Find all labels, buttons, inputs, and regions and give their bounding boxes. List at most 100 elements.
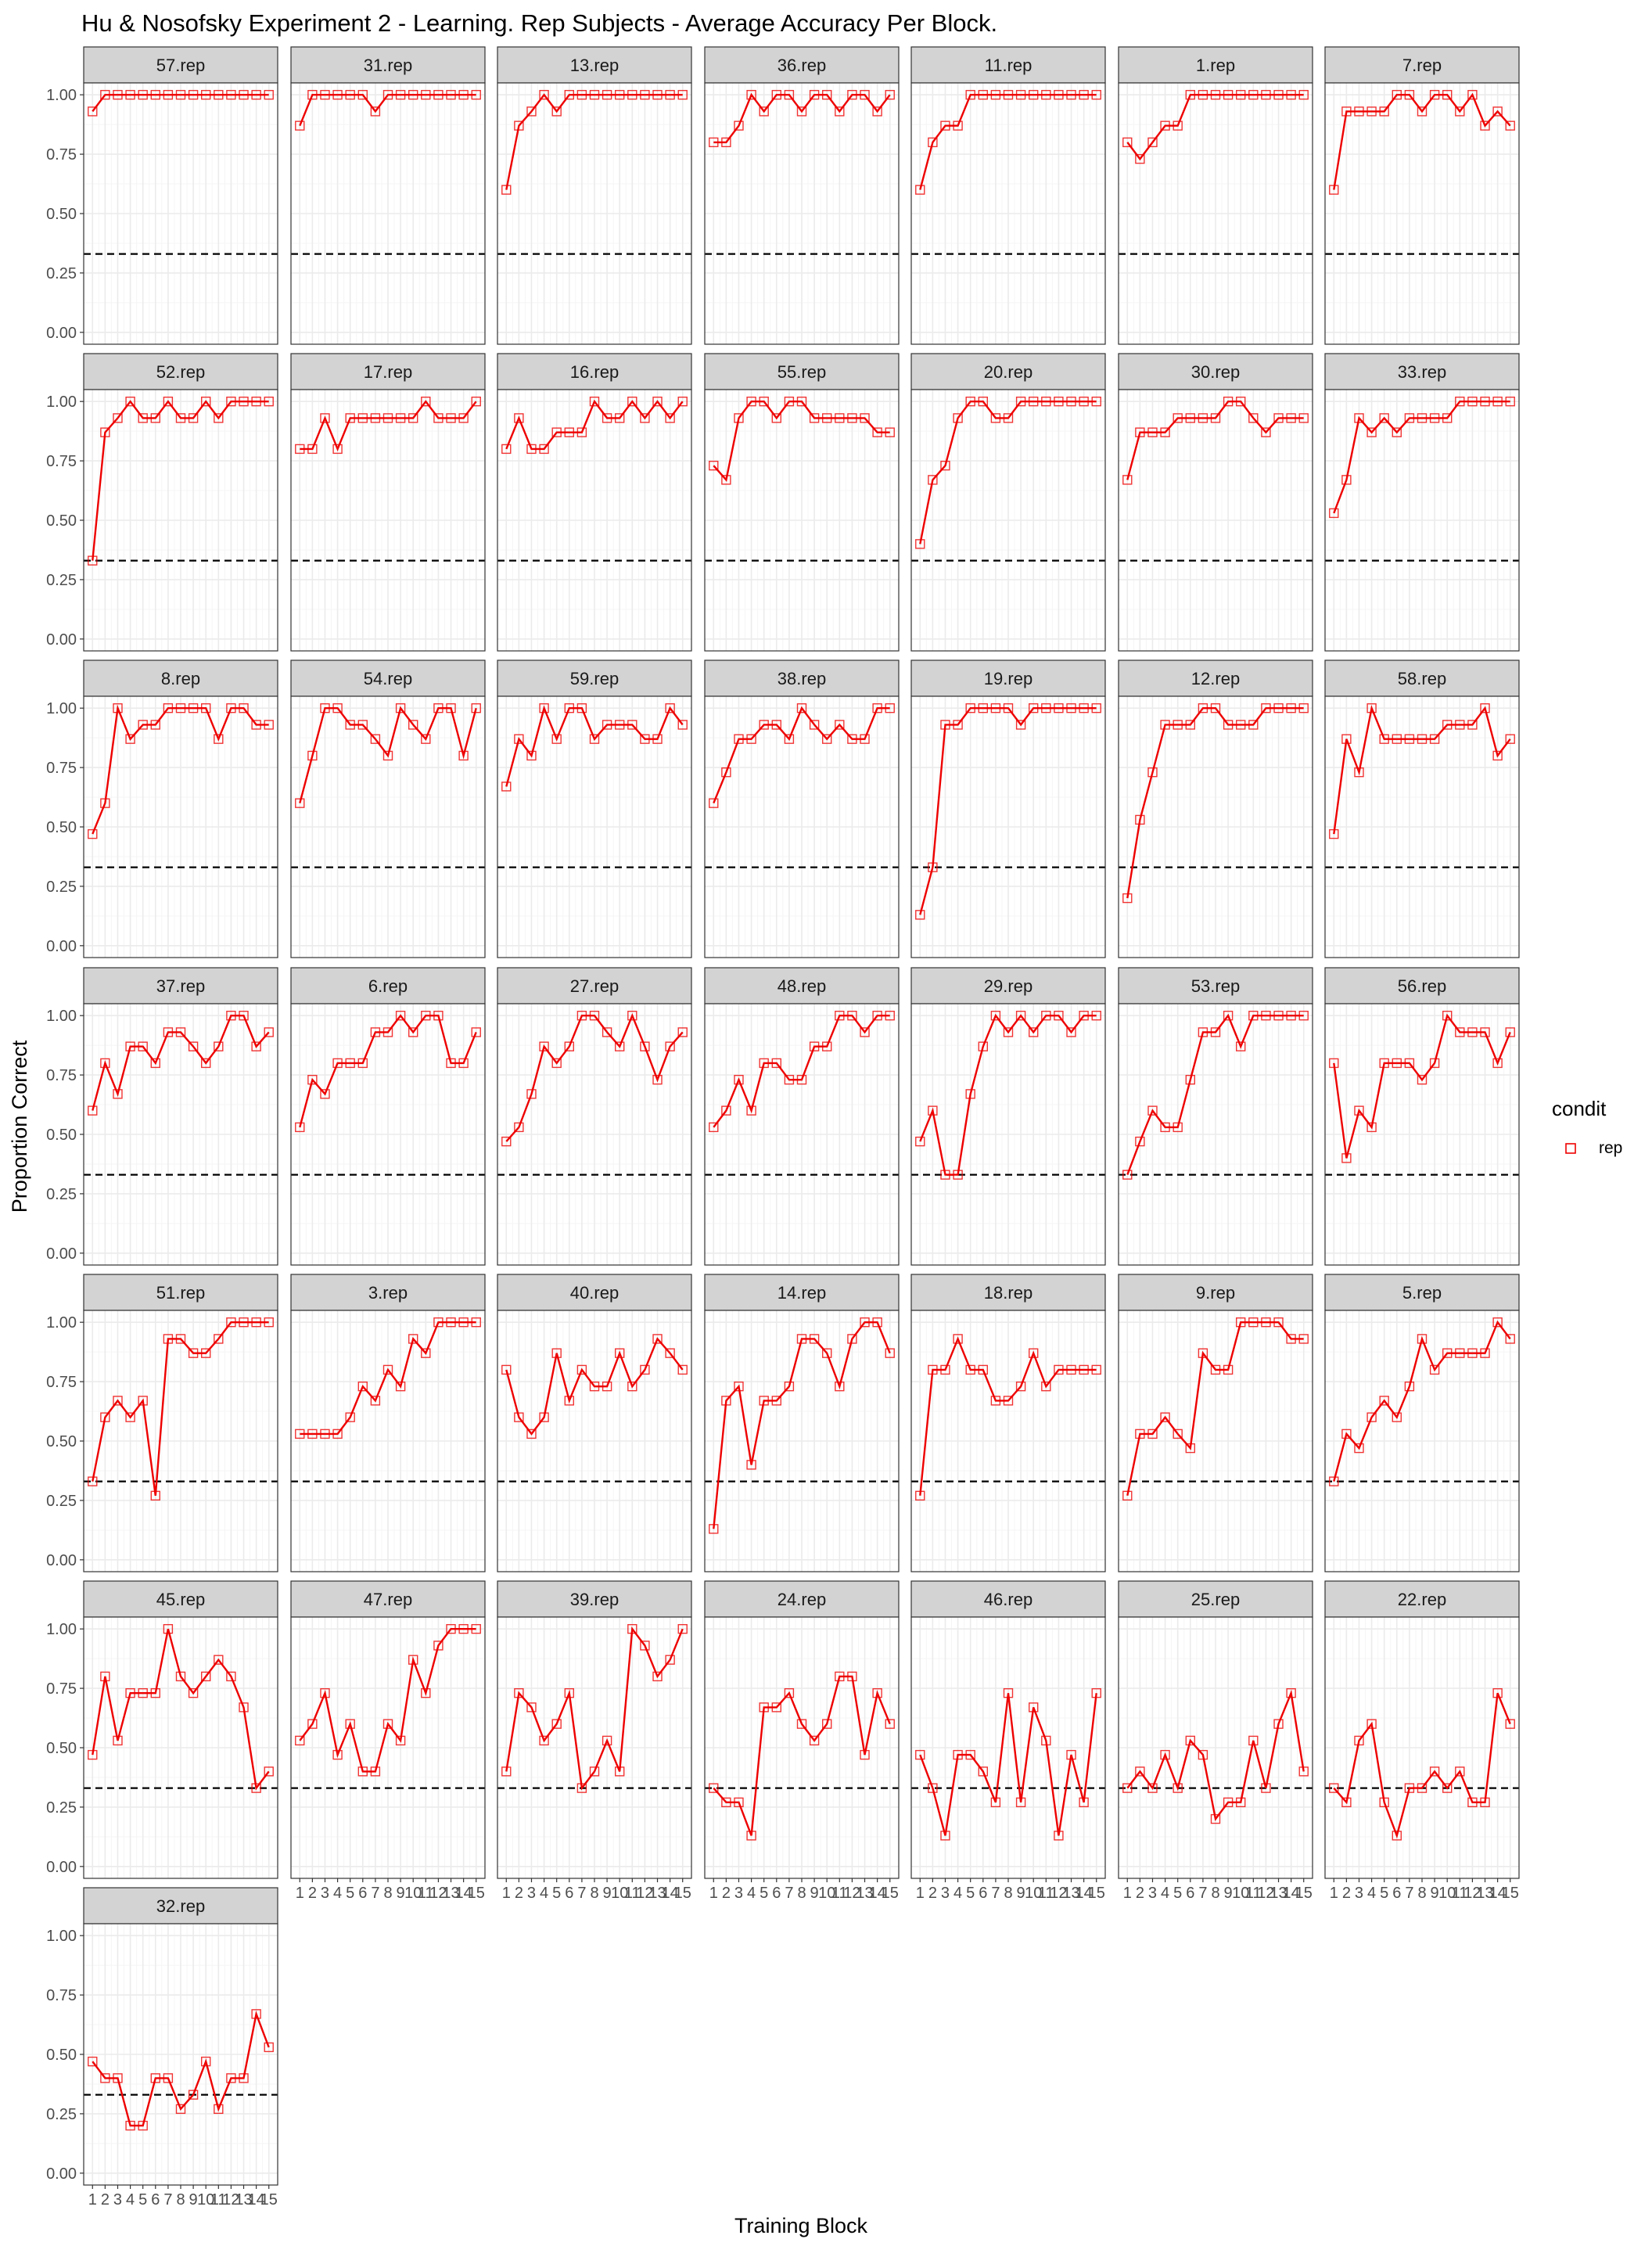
facet-strip-label: 9.rep [1196,1283,1235,1303]
data-point [564,89,574,100]
data-point [1354,106,1364,117]
data-point [421,1010,431,1021]
series-line-rep [92,1628,270,1791]
data-point [163,703,174,713]
y-tick-label: 0.50 [46,1127,77,1144]
data-point [1173,1429,1183,1439]
data-point [589,1010,600,1021]
data-point [1248,1735,1259,1746]
x-tick-label: 3 [1148,1885,1157,1902]
x-tick-label: 10 [611,1885,628,1902]
data-point [501,1136,512,1147]
data-point [113,89,123,100]
data-point [564,1041,574,1051]
data-point [1003,1396,1014,1406]
data-point [382,89,393,100]
data-point [501,1766,512,1777]
facet-strip-label: 47.rep [364,1590,412,1609]
data-point [214,1334,224,1344]
data-point [677,1027,688,1037]
data-point [458,89,469,100]
x-tick-label: 2 [928,1885,937,1902]
data-point [251,2009,261,2019]
data-point [615,720,625,730]
data-point [1173,1783,1183,1793]
data-point [332,89,343,100]
y-tick-label: 0.75 [46,760,77,777]
y-tick-label: 0.25 [46,2106,77,2123]
data-point [320,1429,330,1439]
data-point [1054,396,1064,407]
x-tick-label: 6 [565,1885,573,1902]
data-point [226,1010,236,1021]
data-point [1015,1381,1026,1392]
facet-strip [497,1580,692,1618]
facet-strip-label: 16.rep [570,362,619,382]
data-point [784,1687,795,1698]
data-point [589,734,600,744]
facet-strip-label: 24.rep [778,1590,826,1609]
data-point [1442,413,1453,423]
data-point [965,396,975,407]
data-point [860,1749,870,1760]
data-point [1354,1735,1364,1746]
data-point [295,798,305,808]
data-point [264,1027,274,1037]
data-point [1015,720,1026,730]
panel-border [910,1003,1106,1266]
data-point [721,1797,731,1808]
data-point [551,734,562,744]
data-point [784,1074,795,1085]
y-tick-label: 0.00 [46,1245,77,1263]
data-point [928,1783,938,1793]
data-point [1198,1348,1208,1358]
facet-panel: 36.rep [704,46,900,345]
data-point [175,413,186,423]
data-point [125,2120,135,2131]
data-point [345,89,355,100]
data-point [822,1719,832,1729]
data-point [677,1364,688,1375]
data-point [1041,1735,1051,1746]
data-point [1147,1105,1158,1116]
data-point [201,703,211,713]
data-point [113,1396,123,1406]
data-point [408,413,418,423]
data-point [295,1122,305,1133]
y-tick-label: 1.00 [46,1314,77,1332]
facet-panel: 51.rep 0.00 0.25 0.50 0.75 1.00 [46,1274,278,1572]
data-point [1160,1749,1170,1760]
data-point [1198,1749,1208,1760]
x-tick-label: 4 [126,2191,135,2208]
facet-panel: 17.rep [290,353,486,652]
data-point [652,89,663,100]
data-point [1091,89,1101,100]
facet-strip-label: 7.rep [1402,56,1442,75]
y-tick-label: 0.25 [46,572,77,589]
data-point [163,2073,174,2083]
data-point [408,1334,418,1344]
data-point [446,1317,456,1328]
data-point [201,1058,211,1069]
data-point [615,1041,625,1051]
facet-strip [83,46,278,84]
data-point [1455,720,1465,730]
data-point [370,413,381,423]
panel-border [497,1310,692,1572]
x-tick-label: 6 [772,1885,781,1902]
data-point [615,413,625,423]
data-point [1404,89,1415,100]
data-point [458,1317,469,1328]
x-tick-label: 15 [260,2191,278,2208]
data-point [1286,89,1296,100]
data-point [214,413,224,423]
facet-strip [1324,353,1520,390]
x-tick-label: 2 [308,1885,317,1902]
data-point [1354,1105,1364,1116]
data-point [796,396,807,407]
facet-panel: 59.rep [497,659,692,958]
data-point [1015,396,1026,407]
x-tick-label: 9 [1224,1885,1233,1902]
data-point [138,89,148,100]
facet-panel: 8.rep 0.00 0.25 0.50 0.75 1.00 [46,659,278,958]
